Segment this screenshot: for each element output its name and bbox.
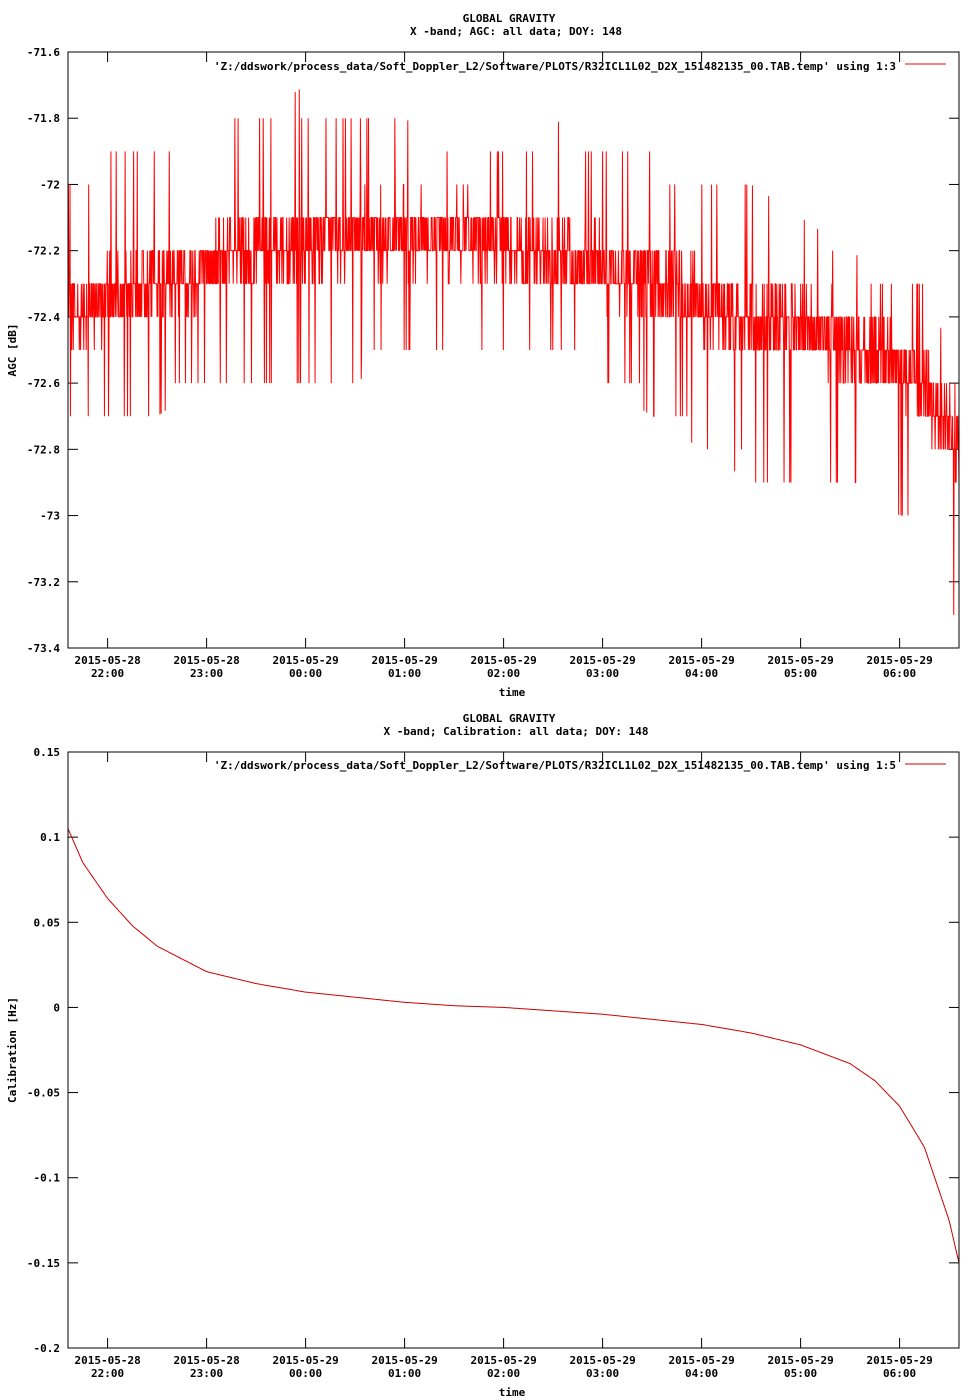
- chart-title: GLOBAL GRAVITY: [463, 712, 556, 725]
- y-tick-label: 0: [53, 1001, 60, 1014]
- agc-chart: GLOBAL GRAVITY X -band; AGC: all data; D…: [6, 12, 960, 699]
- x-tick-time: 03:00: [586, 1367, 619, 1380]
- y-tick-label: -71.6: [27, 46, 60, 59]
- x-tick-time: 06:00: [883, 1367, 916, 1380]
- y-tick-label: -72: [40, 178, 60, 191]
- chart-title: GLOBAL GRAVITY: [463, 12, 556, 25]
- y-tick-label: -73.4: [27, 642, 60, 655]
- x-tick-time: 00:00: [289, 1367, 322, 1380]
- plot-frame: [67, 51, 960, 649]
- x-tick-time: 06:00: [883, 667, 916, 680]
- x-tick-date: 2015-05-29: [272, 654, 338, 667]
- y-tick-label: -0.15: [27, 1257, 60, 1270]
- x-tick-time: 04:00: [685, 1367, 718, 1380]
- x-axis-label: time: [499, 686, 526, 699]
- x-tick-date: 2015-05-28: [74, 654, 140, 667]
- x-tick-date: 2015-05-29: [470, 654, 536, 667]
- y-tick-label: -0.05: [27, 1087, 60, 1100]
- legend-label: 'Z:/ddswork/process_data/Soft_Doppler_L2…: [214, 60, 896, 73]
- x-tick-time: 22:00: [91, 1367, 124, 1380]
- y-axis-label: Calibration [Hz]: [6, 997, 19, 1103]
- y-tick-label: -72.2: [27, 245, 60, 258]
- y-tick-label: -0.1: [34, 1172, 61, 1185]
- x-tick-time: 05:00: [784, 1367, 817, 1380]
- x-tick-time: 22:00: [91, 667, 124, 680]
- y-tick-label: -73.2: [27, 576, 60, 589]
- y-tick-label: -71.8: [27, 112, 60, 125]
- x-tick-date: 2015-05-29: [470, 1354, 536, 1367]
- y-tick-label: 0.15: [34, 746, 61, 759]
- y-tick-label: -73: [40, 510, 60, 523]
- y-tick-label: 0.1: [40, 831, 60, 844]
- x-tick-time: 23:00: [190, 667, 223, 680]
- x-tick-time: 01:00: [388, 667, 421, 680]
- x-tick-date: 2015-05-28: [74, 1354, 140, 1367]
- x-tick-date: 2015-05-29: [668, 1354, 734, 1367]
- x-tick-time: 01:00: [388, 1367, 421, 1380]
- x-tick-date: 2015-05-29: [866, 654, 932, 667]
- y-tick-label: -72.6: [27, 377, 60, 390]
- legend-label: 'Z:/ddswork/process_data/Soft_Doppler_L2…: [214, 759, 896, 772]
- x-tick-time: 05:00: [784, 667, 817, 680]
- x-tick-date: 2015-05-28: [173, 654, 239, 667]
- x-tick-time: 04:00: [685, 667, 718, 680]
- x-tick-date: 2015-05-29: [767, 654, 833, 667]
- plot-frame: [67, 751, 960, 1349]
- x-tick-date: 2015-05-29: [866, 1354, 932, 1367]
- x-tick-time: 23:00: [190, 1367, 223, 1380]
- y-tick-label: 0.05: [34, 916, 61, 929]
- chart-subtitle: X -band; Calibration: all data; DOY: 148: [384, 725, 649, 738]
- chart-subtitle: X -band; AGC: all data; DOY: 148: [410, 25, 622, 38]
- y-tick-label: -72.8: [27, 443, 60, 456]
- x-tick-date: 2015-05-29: [668, 654, 734, 667]
- x-tick-time: 03:00: [586, 667, 619, 680]
- x-tick-time: 00:00: [289, 667, 322, 680]
- y-tick-label: -72.4: [27, 311, 60, 324]
- y-axis-label: AGC [dB]: [6, 324, 19, 377]
- plot-marks: 0.15 0.1 0.05 0 -0.05 -0.1 -0.15 -0.2 2015-05-28…: [27, 746, 960, 1380]
- x-tick-date: 2015-05-29: [272, 1354, 338, 1367]
- x-tick-date: 2015-05-29: [371, 1354, 437, 1367]
- x-tick-time: 02:00: [487, 1367, 520, 1380]
- plot-marks: -71.6 -71.8 -72 -72.2 -72.4 -72.6 -72.8 -73 -73.…: [27, 46, 960, 680]
- x-tick-date: 2015-05-29: [767, 1354, 833, 1367]
- series-line: [67, 89, 960, 615]
- x-tick-date: 2015-05-29: [569, 1354, 635, 1367]
- x-tick-date: 2015-05-29: [569, 654, 635, 667]
- series-line: [67, 828, 960, 1263]
- x-tick-date: 2015-05-28: [173, 1354, 239, 1367]
- x-tick-date: 2015-05-29: [371, 654, 437, 667]
- y-tick-label: -0.2: [34, 1342, 61, 1355]
- calibration-chart: GLOBAL GRAVITY X -band; Calibration: all…: [6, 712, 960, 1399]
- x-axis-label: time: [499, 1386, 526, 1399]
- x-tick-time: 02:00: [487, 667, 520, 680]
